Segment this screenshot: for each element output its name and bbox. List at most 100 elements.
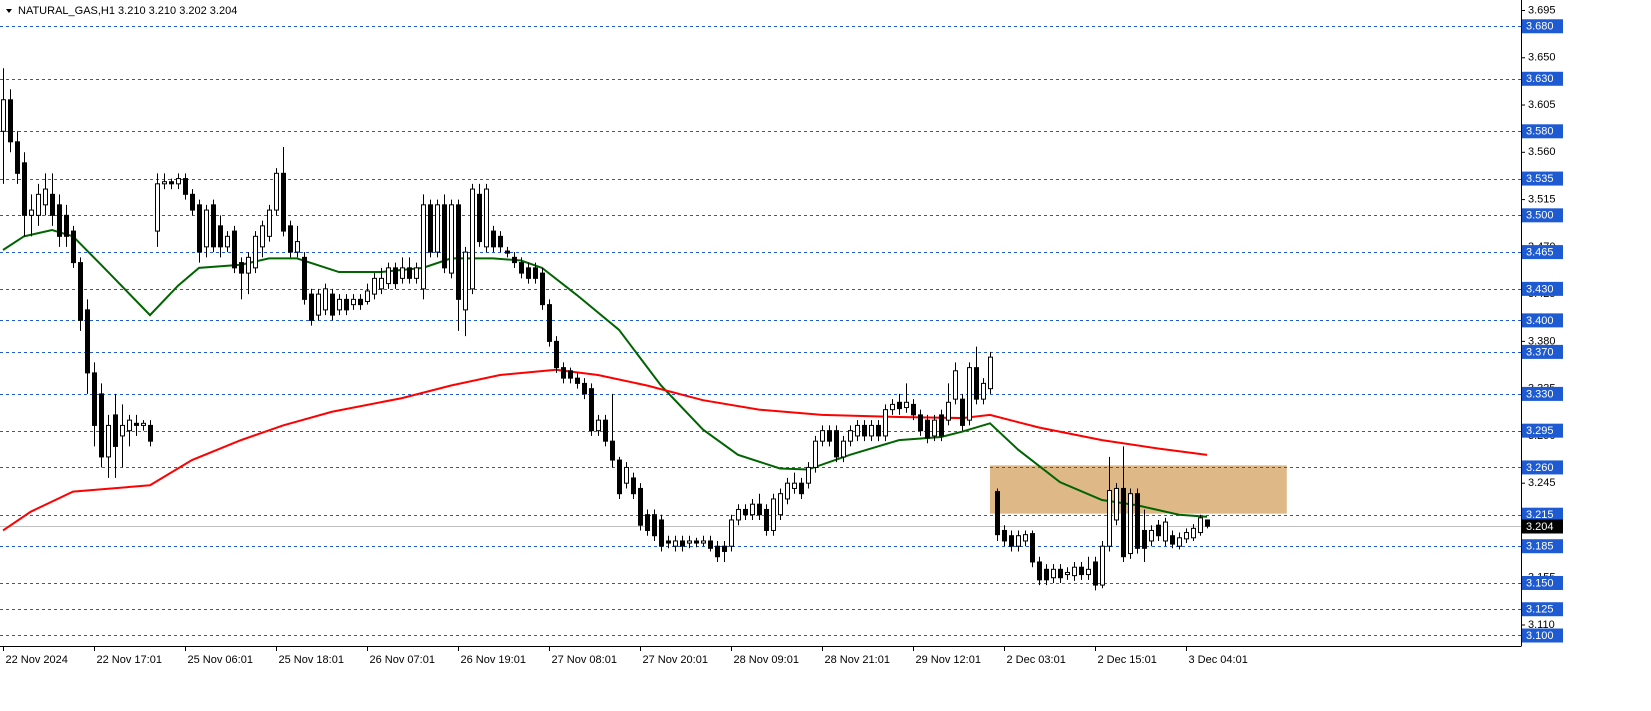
candle-body xyxy=(379,277,384,290)
candle-body xyxy=(988,356,993,390)
candle-body xyxy=(183,178,188,195)
title-arrow xyxy=(6,9,12,13)
candle-body xyxy=(869,424,874,437)
candle-body xyxy=(246,256,251,274)
candle-body xyxy=(1044,568,1049,581)
x-tick-label: 25 Nov 18:01 xyxy=(279,654,344,666)
level-label-box xyxy=(1522,124,1563,139)
candle-body xyxy=(512,256,517,264)
candle-body xyxy=(50,193,55,216)
candle-body xyxy=(589,388,594,432)
candle-body xyxy=(659,519,664,547)
candle-body xyxy=(57,204,62,237)
candle-body xyxy=(631,477,636,495)
candle-body xyxy=(176,178,181,185)
candle-body xyxy=(1037,561,1042,581)
candle-body xyxy=(1,99,6,132)
level-label-box xyxy=(1522,602,1563,617)
candle-body xyxy=(498,235,503,248)
candle-body xyxy=(967,367,972,421)
candle-body xyxy=(806,466,811,484)
x-tick-label: 28 Nov 09:01 xyxy=(734,654,799,666)
moving-average-line xyxy=(2,229,1208,518)
x-tick-label: 2 Dec 15:01 xyxy=(1098,654,1157,666)
level-label-box xyxy=(1522,539,1563,554)
candle-body xyxy=(120,424,125,437)
candle-body xyxy=(99,393,104,458)
candle-body xyxy=(939,414,944,437)
candle-body xyxy=(435,204,440,253)
candle-body xyxy=(554,340,559,369)
candle-body xyxy=(911,403,916,416)
x-tick-label: 29 Nov 12:01 xyxy=(916,654,981,666)
candle-body xyxy=(575,377,580,384)
candle-body xyxy=(1135,493,1140,549)
candle-body xyxy=(15,141,20,174)
x-tick-label: 26 Nov 19:01 xyxy=(461,654,526,666)
candle-body xyxy=(71,230,76,264)
x-tick-label: 22 Nov 2024 xyxy=(6,654,68,666)
candle-body xyxy=(92,372,97,426)
candle-body xyxy=(582,382,587,395)
candle-body xyxy=(1079,566,1084,576)
chart-title: NATURAL_GAS,H1 3.210 3.210 3.202 3.204 xyxy=(18,5,237,17)
y-tick-label: 3.560 xyxy=(1528,146,1556,158)
candle-body xyxy=(358,298,363,306)
candle-body xyxy=(890,403,895,411)
x-tick-label: 28 Nov 21:01 xyxy=(825,654,890,666)
level-label: 3.400 xyxy=(1526,315,1554,327)
candle-body xyxy=(22,162,27,216)
candle-body xyxy=(1114,487,1119,521)
x-tick-label: 22 Nov 17:01 xyxy=(97,654,162,666)
candle-body xyxy=(204,209,209,248)
candle-body xyxy=(225,235,230,248)
candle-body xyxy=(449,204,454,274)
candle-body xyxy=(29,209,34,216)
candle-body xyxy=(288,225,293,253)
level-label-box xyxy=(1522,575,1563,590)
level-label: 3.295 xyxy=(1526,425,1554,437)
candle-body xyxy=(771,498,776,531)
candle-body xyxy=(1142,529,1147,549)
candle-body xyxy=(323,288,328,311)
candle-body xyxy=(1023,534,1028,542)
candle-body xyxy=(218,225,223,248)
candle-body xyxy=(421,204,426,290)
candle-body xyxy=(1086,568,1091,576)
candle-body xyxy=(484,188,489,248)
candle-body xyxy=(666,540,671,544)
candle-body xyxy=(491,230,496,248)
candle-body xyxy=(687,540,692,544)
candle-body xyxy=(428,204,433,253)
candle-body xyxy=(267,209,272,237)
candle-body xyxy=(526,267,531,279)
current-price-box xyxy=(1522,519,1563,534)
level-label-box xyxy=(1522,344,1563,359)
level-label: 3.330 xyxy=(1526,388,1554,400)
level-label-box xyxy=(1522,423,1563,438)
candle-body xyxy=(820,430,825,442)
candle-body xyxy=(302,256,307,300)
candle-body xyxy=(400,267,405,279)
candle-body xyxy=(281,172,286,232)
level-label: 3.630 xyxy=(1526,73,1554,85)
candle-body xyxy=(8,99,13,143)
candle-body xyxy=(960,398,965,426)
y-tick-label: 3.650 xyxy=(1528,52,1556,64)
candle-body xyxy=(1163,521,1168,542)
candle-body xyxy=(337,298,342,311)
candle-body xyxy=(316,293,321,316)
candle-body xyxy=(456,204,461,300)
candle-body xyxy=(372,277,377,295)
candle-body xyxy=(1072,566,1077,577)
candle-body xyxy=(1107,490,1112,547)
candle-body xyxy=(43,188,48,206)
y-tick-label: 3.110 xyxy=(1528,619,1555,631)
level-label: 3.370 xyxy=(1526,346,1554,358)
level-label-box xyxy=(1522,71,1563,86)
level-label: 3.500 xyxy=(1526,210,1554,222)
candle-body xyxy=(764,508,769,531)
candle-body xyxy=(1149,529,1154,542)
x-tick-label: 27 Nov 20:01 xyxy=(643,654,708,666)
